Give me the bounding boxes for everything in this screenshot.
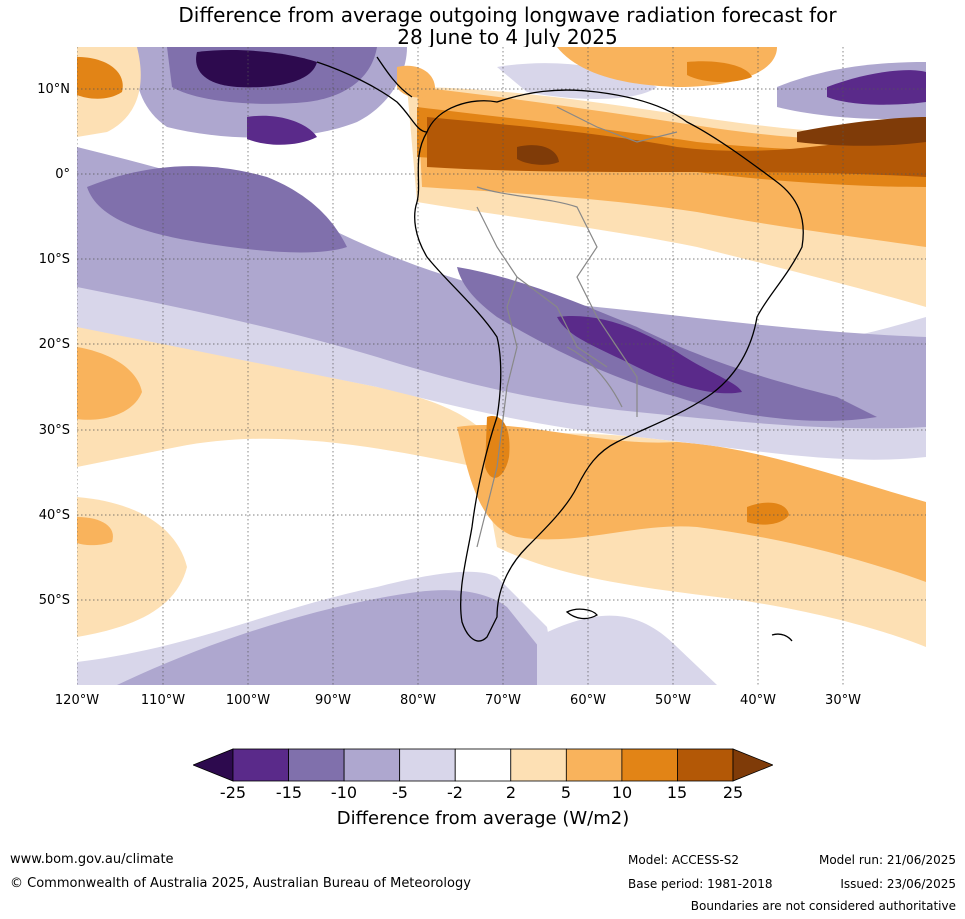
anomaly-region-s-atlantic-dark xyxy=(747,502,789,525)
colorbar-segment xyxy=(677,748,734,782)
colorbar-segments xyxy=(193,748,773,782)
country-borders xyxy=(476,106,678,548)
anomaly-region-south-mid xyxy=(117,590,547,685)
colorbar-tick: -5 xyxy=(392,783,408,802)
border-brazil-west xyxy=(476,186,638,417)
anomaly-region-sw-pacific-orange xyxy=(77,517,113,546)
colorbar-extend-high xyxy=(732,748,773,782)
lat-label-40s: 40°S xyxy=(38,508,70,523)
anomaly-map xyxy=(77,47,926,685)
colorbar-segment xyxy=(343,748,401,782)
coast-south-america xyxy=(414,89,804,642)
footer-copyright: © Commonwealth of Australia 2025, Austra… xyxy=(10,876,471,891)
border-guianas xyxy=(556,106,678,143)
coast-falklands xyxy=(565,608,598,620)
coastlines xyxy=(316,56,804,642)
lat-label-10s: 10°S xyxy=(38,252,70,267)
anomaly-region-atlantic-core xyxy=(797,117,926,146)
colorbar-tick: 10 xyxy=(611,783,633,802)
colorbar-tick: 5 xyxy=(560,783,572,802)
lat-label-10n: 10°N xyxy=(37,82,70,97)
anomaly-region-e-pacific-deep xyxy=(247,115,317,145)
lat-label-50s: 50°S xyxy=(38,593,70,608)
anomaly-region-nw-orange xyxy=(77,57,123,99)
lon-label-60w: 60°W xyxy=(570,693,606,708)
footer-issued: Issued: 23/06/2025 xyxy=(840,877,956,891)
lat-label-0: 0° xyxy=(55,167,70,182)
colorbar-segment xyxy=(454,748,512,782)
colorbar-label: Difference from average (W/m2) xyxy=(336,808,630,829)
colorbar-segment xyxy=(399,748,456,782)
colorbar-tick: 15 xyxy=(666,783,688,802)
colorbar-extend-low xyxy=(193,748,234,782)
coast-south-georgia xyxy=(771,633,793,642)
lon-label-90w: 90°W xyxy=(315,693,351,708)
anomaly-region-n-atlantic-deep xyxy=(827,70,926,105)
colorbar-segment xyxy=(510,748,567,782)
footer-disclaimer: Boundaries are not considered authoritat… xyxy=(690,899,956,913)
lon-label-100w: 100°W xyxy=(225,693,271,708)
colorbar-segment xyxy=(288,748,345,782)
footer-base-period: Base period: 1981-2018 xyxy=(628,877,773,891)
lon-label-50w: 50°W xyxy=(655,693,691,708)
lon-label-40w: 40°W xyxy=(740,693,776,708)
coast-caribbean xyxy=(376,56,413,98)
lon-label-80w: 80°W xyxy=(400,693,436,708)
anomaly-region-central-america-orange xyxy=(397,65,436,98)
colorbar-tick: 25 xyxy=(722,783,744,802)
title-line-1: Difference from average outgoing longwav… xyxy=(178,3,837,27)
lon-label-30w: 30°W xyxy=(825,693,861,708)
colorbar-tick: -2 xyxy=(447,783,463,802)
colorbar-tick: -25 xyxy=(219,783,247,802)
colorbar-tick: -15 xyxy=(275,783,303,802)
colorbar-segment xyxy=(565,748,623,782)
anomaly-region-brazil-dark-purple xyxy=(457,267,877,421)
colorbar-tick: -10 xyxy=(330,783,358,802)
colorbar-tick: 2 xyxy=(505,783,517,802)
lon-label-70w: 70°W xyxy=(485,693,521,708)
border-andes xyxy=(476,206,518,548)
lat-label-20s: 20°S xyxy=(38,337,70,352)
lon-label-110w: 110°W xyxy=(140,693,186,708)
footer-website[interactable]: www.bom.gov.au/climate xyxy=(10,852,174,867)
anomaly-region-brazil-deepest-purple xyxy=(557,316,742,394)
border-paraguay xyxy=(566,346,623,408)
footer-model: Model: ACCESS-S2 xyxy=(628,853,740,867)
anomaly-region-ne-pacific-deep xyxy=(196,50,317,88)
border-bolivia xyxy=(516,276,608,368)
lat-label-30s: 30°S xyxy=(38,423,70,438)
anomaly-region-pacific-dark-purple xyxy=(87,166,347,253)
anomaly-region-caribbean-purple xyxy=(497,63,657,99)
colorbar-segment xyxy=(621,748,678,782)
coast-central-america xyxy=(316,61,428,133)
anomaly-region-south-atl-light xyxy=(537,615,717,685)
anomaly-region-se-pacific-pale xyxy=(77,317,497,467)
anomaly-region-s-atlantic-orange xyxy=(457,424,926,582)
anomaly-region-andes-dark xyxy=(485,416,510,478)
anomaly-region-se-pacific-orange xyxy=(77,347,142,420)
lon-label-120w: 120°W xyxy=(54,693,100,708)
anomaly-region-caribbean-dark xyxy=(687,61,752,83)
colorbar xyxy=(193,748,773,782)
chart-title: Difference from average outgoing longwav… xyxy=(0,4,965,48)
title-line-2: 28 June to 4 July 2025 xyxy=(397,25,618,49)
colorbar-segment xyxy=(232,748,289,782)
footer-model-run: Model run: 21/06/2025 xyxy=(818,853,956,867)
anomaly-region-amazon-core xyxy=(517,145,559,165)
map-area xyxy=(77,47,926,685)
